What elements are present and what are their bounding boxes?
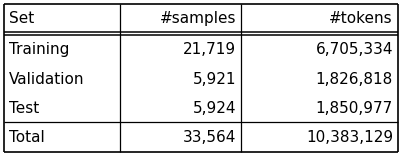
Text: 1,826,818: 1,826,818 <box>315 72 392 87</box>
Text: 6,705,334: 6,705,334 <box>315 42 392 57</box>
Text: Set: Set <box>9 11 34 26</box>
Text: Training: Training <box>9 42 69 57</box>
Text: 33,564: 33,564 <box>182 130 235 145</box>
Text: #samples: #samples <box>159 11 235 26</box>
Text: 5,924: 5,924 <box>192 101 235 116</box>
Text: 5,921: 5,921 <box>192 72 235 87</box>
Text: #tokens: #tokens <box>328 11 392 26</box>
Text: 10,383,129: 10,383,129 <box>305 130 392 145</box>
Text: Validation: Validation <box>9 72 84 87</box>
Text: 1,850,977: 1,850,977 <box>315 101 392 116</box>
Text: Test: Test <box>9 101 39 116</box>
Text: 21,719: 21,719 <box>182 42 235 57</box>
Text: Total: Total <box>9 130 45 145</box>
